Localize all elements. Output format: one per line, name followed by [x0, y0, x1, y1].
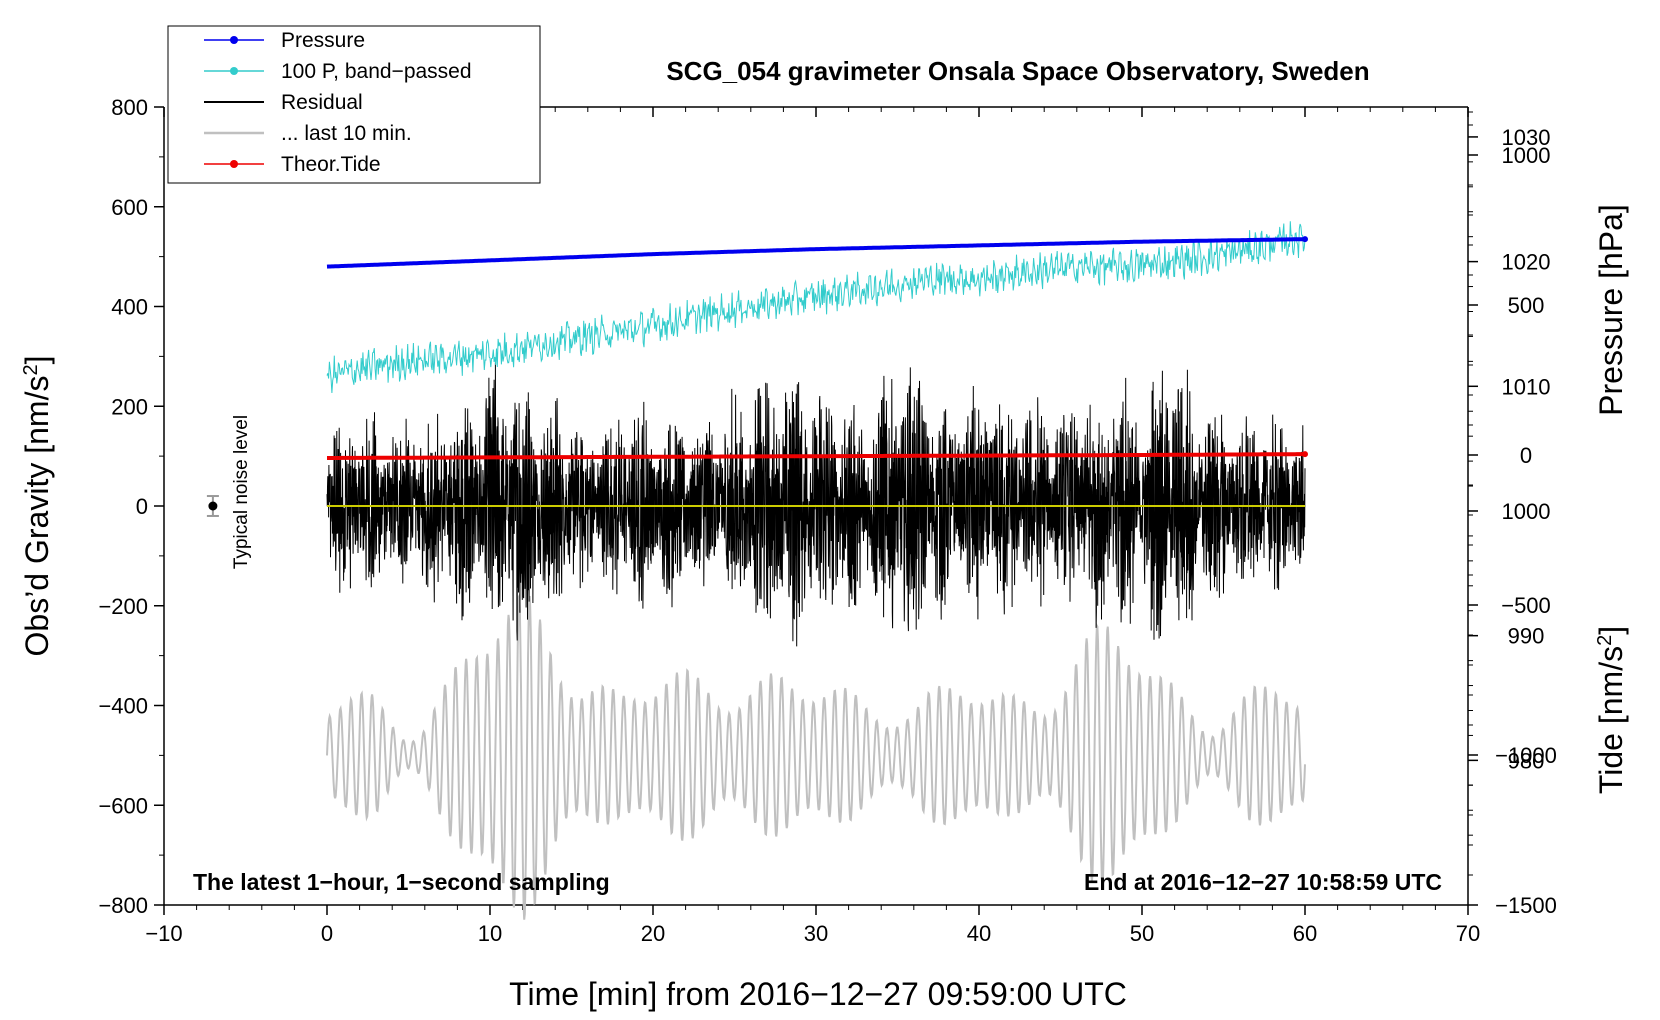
left-tick-label: −200 [98, 594, 148, 619]
tide-axis-title-sup: 2 [1594, 635, 1616, 646]
tide-end-point [1302, 451, 1308, 458]
left-tick-label: 800 [111, 95, 148, 120]
left-tick-label: 600 [111, 195, 148, 220]
legend-box [167, 25, 541, 184]
pressure-axis-title: Pressure [hPa] [1593, 204, 1629, 416]
left-tick-label: −800 [98, 893, 148, 918]
x-tick-label: 30 [804, 921, 828, 946]
x-axis-title: Time [min] from 2016−12−27 09:59:00 UTC [509, 976, 1127, 1012]
pressure-tick-label: 980 [1508, 748, 1545, 773]
legend-swatch-dot [230, 36, 238, 44]
band-passed-pressure-line [326, 221, 1306, 394]
left-tick-label: −600 [98, 793, 148, 818]
legend-swatch-dot [230, 67, 238, 75]
pressure-tick-label: 990 [1508, 624, 1545, 649]
noise-dot [208, 501, 218, 511]
left-tick-label: 200 [111, 394, 148, 419]
legend-label: Pressure [281, 29, 365, 52]
theoretical-tide-line [327, 452, 1305, 460]
x-tick-label: 70 [1456, 921, 1480, 946]
left-axis-title-close: ] [19, 356, 55, 365]
left-tick-label: 0 [136, 494, 148, 519]
legend-swatch-dot [230, 160, 238, 168]
pressure-tick-label: 1030 [1502, 125, 1551, 150]
left-axis-ticks: 800 600 400 200 0 −200 −400 −600 −800 [98, 95, 164, 918]
left-axis-title-sup: 2 [20, 364, 42, 375]
left-tick-label: 400 [111, 295, 148, 320]
tide-tick-label: −500 [1501, 593, 1551, 618]
tide-tick-label: 0 [1520, 443, 1532, 468]
tide-axis-title-close: ] [1593, 626, 1629, 635]
tide-axis-ticks: 1000 500 0 −500 −1000 −1500 [1468, 124, 1557, 918]
end-time-annotation: End at 2016−12−27 10:58:59 UTC [1084, 869, 1442, 895]
last-10-min-line [326, 593, 1306, 920]
noise-marker: Typical noise level [206, 415, 252, 569]
tide-tick-label: 500 [1508, 293, 1545, 318]
residual-line [326, 362, 1306, 647]
chart-title: SCG_054 gravimeter Onsala Space Observat… [666, 56, 1369, 86]
x-tick-label: 10 [478, 921, 502, 946]
pressure-tick-label: 1020 [1502, 250, 1551, 275]
tide-tick-label: 1000 [1502, 143, 1551, 168]
left-tick-label: −400 [98, 694, 148, 719]
x-tick-label: 50 [1130, 921, 1154, 946]
x-tick-label: 40 [967, 921, 991, 946]
legend-label: Residual [281, 91, 363, 114]
legend: Pressure 100 P, band−passed Residual ... la… [167, 25, 541, 184]
pressure-tick-label: 1010 [1502, 374, 1551, 399]
legend-label: ... last 10 min. [281, 122, 412, 145]
pressure-axis-ticks: 1030 1020 1010 1000 990 980 [1468, 111, 1551, 836]
pressure-end-point [1302, 236, 1308, 243]
x-tick-label: −10 [145, 921, 182, 946]
legend-label: 100 P, band−passed [281, 60, 472, 83]
tide-tick-label: −1500 [1495, 893, 1557, 918]
x-tick-label: 20 [641, 921, 665, 946]
tide-axis-title-text: Tide [nm/s [1593, 646, 1629, 794]
x-tick-label: 0 [321, 921, 333, 946]
left-axis-title: Obs’d Gravity [nm/s2] [19, 356, 55, 657]
pressure-line [326, 237, 1305, 269]
tide-axis-title: Tide [nm/s2] [1593, 626, 1629, 794]
noise-label: Typical noise level [231, 415, 252, 569]
series-layer [326, 221, 1308, 920]
x-tick-label: 60 [1293, 921, 1317, 946]
left-axis-title-text: Obs’d Gravity [nm/s [19, 376, 55, 657]
legend-label: Theor.Tide [281, 153, 381, 176]
x-axis-ticks: −10 0 10 20 30 40 50 60 70 [145, 107, 1480, 946]
pressure-tick-label: 1000 [1502, 499, 1551, 524]
tide-tick-label: −1000 [1495, 743, 1557, 768]
sampling-annotation: The latest 1−hour, 1−second sampling [193, 869, 610, 895]
